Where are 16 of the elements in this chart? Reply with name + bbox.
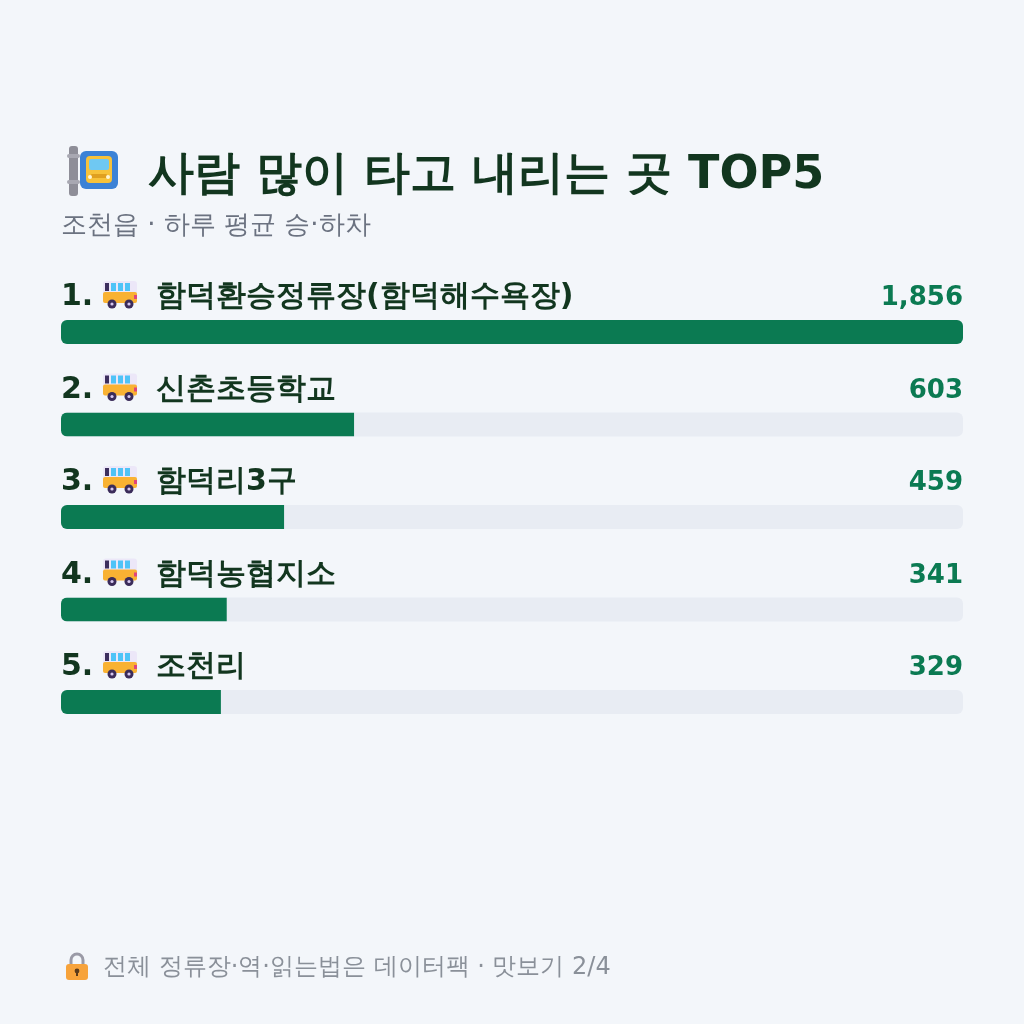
category-label: 3. 함덕리3구	[61, 462, 297, 497]
bar	[61, 505, 285, 529]
data-label: 329	[908, 651, 963, 681]
category-label: 1. 함덕환승정류장(함덕해수욕장)	[61, 277, 574, 312]
bar	[61, 690, 221, 714]
data-label: 459	[908, 466, 963, 496]
category-label: 2. 신촌초등학교	[61, 369, 336, 405]
chart-subtitle: 조천읍 · 하루 평균 승·하차	[61, 208, 371, 240]
text: 전체 정류장·역·읽는법은 데이터팩 · 맛보기 2/4	[103, 951, 611, 982]
category-label: 5. 조천리	[61, 647, 246, 682]
data-label: 1,856	[880, 281, 963, 311]
chart-title: 사람 많이 타고 내리는 곳 TOP5	[148, 144, 825, 201]
data-label: 341	[908, 558, 963, 589]
data-label: 603	[908, 373, 963, 404]
bar	[61, 597, 227, 622]
category-label: 4. 함덕농협지소	[61, 554, 336, 590]
